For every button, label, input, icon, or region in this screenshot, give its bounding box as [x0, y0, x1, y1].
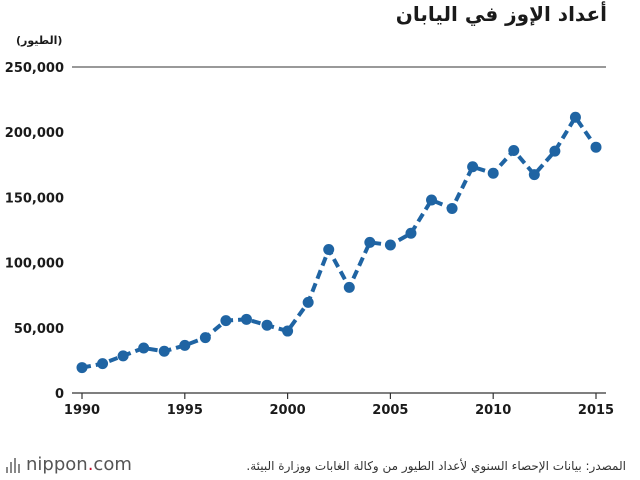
x-tick-label: 1990	[64, 403, 100, 418]
data-point	[117, 350, 129, 362]
y-tick-label: 0	[55, 387, 64, 402]
data-point	[405, 227, 417, 239]
x-tick-label: 2010	[475, 403, 511, 418]
source-note: المصدر: بيانات الإحصاء السنوي لأعداد الط…	[246, 459, 626, 473]
y-tick-label: 200,000	[5, 126, 64, 141]
data-point	[343, 281, 355, 293]
data-point	[446, 202, 458, 214]
data-point	[76, 362, 88, 374]
data-point	[261, 319, 273, 331]
data-point	[487, 167, 499, 179]
data-point	[199, 332, 211, 344]
series-layer	[76, 111, 602, 374]
data-point	[426, 194, 438, 206]
data-point	[323, 244, 335, 256]
chart-axes: 0 50,000 100,000 150,000 200,000 250,000 1990 1…	[5, 61, 614, 418]
logo-text: nippon	[26, 454, 88, 475]
chart-title: أعداد الإوز في اليابان	[395, 2, 607, 26]
x-tick-label: 2005	[372, 403, 408, 418]
data-point	[97, 358, 109, 370]
data-point	[302, 296, 314, 308]
data-point	[158, 345, 170, 357]
nippon-logo: nippon. com	[6, 454, 132, 475]
logo-bars-icon	[6, 457, 20, 473]
data-point	[528, 169, 540, 181]
data-point	[240, 313, 252, 325]
x-tick-label: 2000	[270, 403, 306, 418]
logo-dot: .	[87, 454, 94, 475]
data-point	[467, 161, 479, 173]
data-point	[590, 141, 602, 153]
data-point	[549, 145, 561, 157]
series-line	[81, 115, 598, 370]
data-point	[220, 315, 232, 327]
data-point	[569, 111, 581, 123]
y-tick-label: 100,000	[5, 257, 64, 272]
x-tick-label: 2015	[578, 403, 614, 418]
data-point	[384, 239, 396, 251]
y-tick-label: 50,000	[14, 322, 64, 337]
y-tick-label: 150,000	[5, 191, 64, 206]
data-point	[138, 342, 150, 354]
y-tick-label: 250,000	[5, 61, 64, 76]
logo-suffix: com	[93, 454, 132, 475]
data-point	[282, 325, 294, 337]
data-point	[179, 339, 191, 351]
y-axis-unit-label: (الطيور)	[16, 34, 63, 47]
data-point	[508, 144, 520, 156]
x-tick-label: 1995	[167, 403, 203, 418]
data-point	[364, 236, 376, 248]
